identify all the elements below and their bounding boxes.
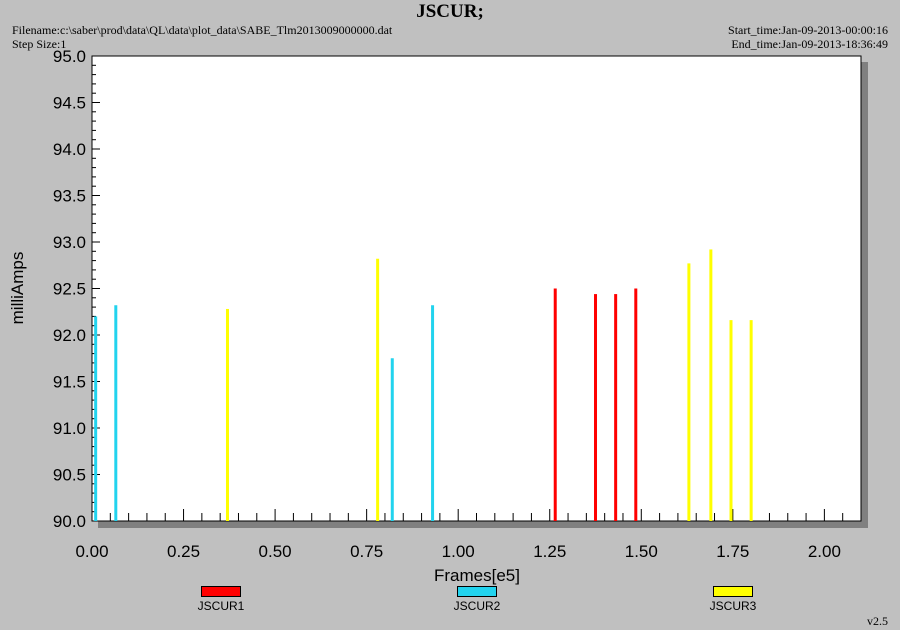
legend-swatch xyxy=(201,586,241,597)
y-tick-label: 90.0 xyxy=(53,512,86,531)
x-tick-label: 2.00 xyxy=(808,542,841,561)
bar-jscur2 xyxy=(94,316,98,521)
bar-jscur3 xyxy=(225,308,229,521)
x-axis-label: Frames[e5] xyxy=(434,566,520,585)
y-tick-label: 90.5 xyxy=(53,466,86,485)
bar-jscur3 xyxy=(749,320,753,521)
x-tick-label: 1.50 xyxy=(625,542,658,561)
x-tick-label: 0.75 xyxy=(350,542,383,561)
x-tick-label: 1.75 xyxy=(716,542,749,561)
bar-jscur2 xyxy=(114,305,118,521)
y-tick-label: 91.0 xyxy=(53,419,86,438)
labels-layer: 90.0 90.5 91.0 91.5 92.0 92.5 93.0 93.5 94.0 94.5… xyxy=(53,47,841,561)
bar-jscur2 xyxy=(390,358,394,521)
x-tick-label: 1.25 xyxy=(533,542,566,561)
legend-swatch xyxy=(713,586,753,597)
bar-jscur3 xyxy=(687,263,691,521)
step-size-text: Step Size:1 xyxy=(12,37,67,51)
y-tick-label: 91.5 xyxy=(53,373,86,392)
y-tick-label: 94.5 xyxy=(53,94,86,113)
x-tick-label: 0.25 xyxy=(167,542,200,561)
x-tick-label: 0.00 xyxy=(75,542,108,561)
bar-jscur1 xyxy=(634,288,638,521)
y-tick-label: 92.0 xyxy=(53,326,86,345)
y-tick-label: 94.0 xyxy=(53,140,86,159)
legend-swatch xyxy=(457,586,497,597)
y-axis-label: milliAmps xyxy=(8,252,27,325)
legend-item: JSCUR3 xyxy=(693,586,773,613)
ticks-layer xyxy=(91,55,862,522)
bar-jscur3 xyxy=(729,320,733,521)
x-tick-label: 1.00 xyxy=(442,542,475,561)
end-time-text: End_time:Jan-09-2013-18:36:49 xyxy=(731,37,888,51)
bar-jscur1 xyxy=(594,294,598,521)
y-tick-label: 95.0 xyxy=(53,47,86,66)
bars-layer xyxy=(94,249,753,521)
bar-jscur2 xyxy=(431,305,435,521)
legend-label: JSCUR1 xyxy=(197,599,245,613)
legend-label: JSCUR2 xyxy=(453,599,501,613)
legend-item: JSCUR2 xyxy=(437,586,517,613)
x-tick-label: 0.50 xyxy=(259,542,292,561)
start-time-text: Start_time:Jan-09-2013-00:00:16 xyxy=(728,23,888,37)
chart-title: JSCUR; xyxy=(416,1,484,22)
plot-area xyxy=(91,55,862,522)
y-tick-label: 92.5 xyxy=(53,280,86,299)
bar-jscur3 xyxy=(376,258,380,521)
filename-text: Filename:c:\saber\prod\data\QL\data\plot… xyxy=(12,23,393,37)
version-text: v2.5 xyxy=(867,614,888,628)
bar-jscur1 xyxy=(614,294,618,521)
bar-jscur3 xyxy=(709,249,713,521)
y-tick-label: 93.0 xyxy=(53,233,86,252)
legend-item: JSCUR1 xyxy=(181,586,261,613)
bar-jscur1 xyxy=(553,288,557,521)
legend-label: JSCUR3 xyxy=(709,599,757,613)
y-tick-label: 93.5 xyxy=(53,187,86,206)
